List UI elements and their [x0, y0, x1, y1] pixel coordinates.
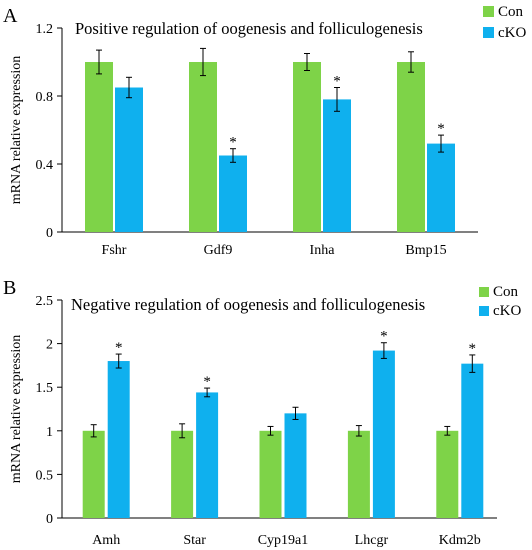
bar-con-fshr — [85, 62, 113, 232]
bar-group-kdm2b: * Kdm2b — [436, 341, 484, 548]
bar-cko-lhcgr — [372, 350, 395, 518]
bar-cko-gdf9 — [219, 155, 247, 232]
y-tick-label: 0.5 — [36, 468, 54, 483]
legend-label-con: Con — [493, 284, 519, 300]
legend-swatch-con — [483, 6, 494, 17]
bar-cko-inha — [323, 99, 351, 233]
x-tick-label: Inha — [310, 243, 336, 258]
x-tick-label: Bmp15 — [405, 243, 446, 258]
x-tick-label: Star — [183, 533, 206, 548]
y-axis-label: mRNA relative expression — [9, 56, 24, 205]
bar-group-star: * Star — [171, 374, 219, 548]
bar-group-lhcgr: * Lhcgr — [347, 329, 395, 548]
bar-group-gdf9: * Gdf9 — [189, 47, 247, 258]
chart-title: Positive regulation of oogenesis and fol… — [75, 19, 423, 38]
legend-swatch-cko — [479, 306, 489, 316]
y-axis-label: mRNA relative expression — [9, 335, 24, 484]
x-tick-label: Fshr — [102, 243, 127, 258]
bar-cko-star — [196, 392, 219, 518]
bar-con-lhcgr — [347, 430, 370, 518]
y-tick-label: 0 — [46, 226, 53, 241]
legend-label-con: Con — [498, 4, 524, 20]
y-tick-label: 2 — [46, 338, 53, 353]
chart-title: Negative regulation of oogenesis and fol… — [71, 295, 425, 314]
legend-label-cko: cKO — [498, 25, 526, 41]
legend-swatch-cko — [483, 27, 494, 38]
legend-swatch-con — [479, 287, 489, 297]
y-tick-label: 0.8 — [36, 90, 54, 105]
y-tick-label: 1 — [46, 425, 53, 440]
significance-marker: * — [333, 74, 341, 90]
bar-con-bmp15 — [397, 62, 425, 232]
bar-cko-cyp19a1 — [284, 413, 307, 518]
x-tick-label: Kdm2b — [439, 533, 481, 548]
bar-group-amh: * Amh — [82, 340, 130, 548]
x-tick-label: Gdf9 — [204, 243, 233, 258]
bar-con-gdf9 — [189, 62, 217, 232]
panel-label: B — [3, 277, 16, 299]
panel-a: A Positive regulation of oogenesis and fo… — [3, 4, 526, 258]
significance-marker: * — [437, 121, 445, 137]
y-tick-label: 0 — [46, 512, 53, 527]
x-tick-label: Cyp19a1 — [258, 533, 309, 548]
significance-marker: * — [203, 374, 211, 390]
panel-b: B Negative regulation of oogenesis and fo… — [3, 277, 521, 548]
bar-con-cyp19a1 — [259, 430, 282, 518]
x-tick-label: Lhcgr — [355, 533, 389, 548]
x-tick-label: Amh — [92, 533, 120, 548]
significance-marker: * — [380, 329, 388, 345]
bar-con-inha — [293, 62, 321, 232]
legend-label-cko: cKO — [493, 303, 521, 319]
y-tick-label: 0.4 — [36, 158, 54, 173]
bar-cko-kdm2b — [461, 363, 484, 518]
bar-con-kdm2b — [436, 430, 459, 518]
bar-cko-bmp15 — [427, 143, 455, 232]
legend: Con cKO — [483, 4, 526, 41]
bar-group-cyp19a1: Cyp19a1 — [258, 406, 309, 548]
legend: Con cKO — [479, 284, 521, 319]
bar-con-amh — [82, 430, 105, 518]
significance-marker: * — [469, 341, 477, 357]
bar-cko-amh — [107, 361, 130, 518]
y-tick-label: 2.5 — [36, 294, 54, 309]
bar-group-inha: * Inha — [293, 53, 351, 258]
bar-group-fshr: Fshr — [85, 49, 143, 258]
bar-group-bmp15: * Bmp15 — [397, 51, 455, 258]
bar-cko-fshr — [115, 87, 143, 232]
significance-marker: * — [115, 340, 123, 356]
y-tick-label: 1.5 — [36, 381, 54, 396]
significance-marker: * — [229, 135, 237, 151]
panel-label: A — [3, 5, 18, 27]
y-tick-label: 1.2 — [36, 22, 54, 37]
bar-con-star — [171, 430, 194, 518]
